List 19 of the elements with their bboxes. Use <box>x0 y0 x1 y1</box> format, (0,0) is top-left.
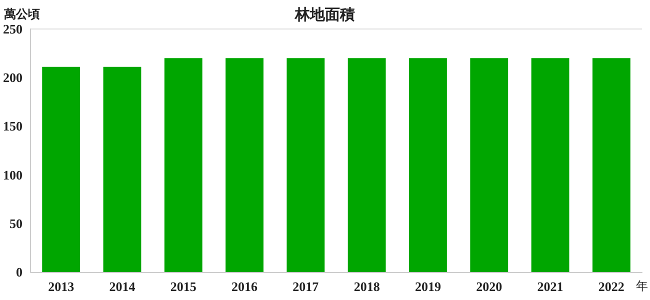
x-axis-title: 年 <box>636 279 648 293</box>
x-tick-label: 2013 <box>48 279 75 294</box>
y-tick-label: 100 <box>3 167 22 182</box>
x-tick-label: 2022 <box>598 279 624 294</box>
y-tick-label: 250 <box>3 22 22 36</box>
x-tick-label: 2020 <box>476 279 502 294</box>
x-tick-label: 2021 <box>537 279 564 294</box>
x-tick-label: 2018 <box>354 279 380 294</box>
x-tick-label: 2019 <box>414 279 442 294</box>
x-tick-label: 2015 <box>170 279 197 294</box>
chart-title: 林地面積 <box>294 6 355 24</box>
x-tick-label: 2016 <box>232 279 258 294</box>
y-tick-label: 50 <box>10 216 22 231</box>
x-tick-label: 2014 <box>109 279 136 294</box>
y-axis-title: 萬公頃 <box>3 7 40 21</box>
y-tick-label: 0 <box>16 264 22 280</box>
x-tick-label: 2017 <box>292 279 320 294</box>
y-tick-label: 200 <box>3 70 22 86</box>
y-tick-label: 150 <box>3 118 22 134</box>
